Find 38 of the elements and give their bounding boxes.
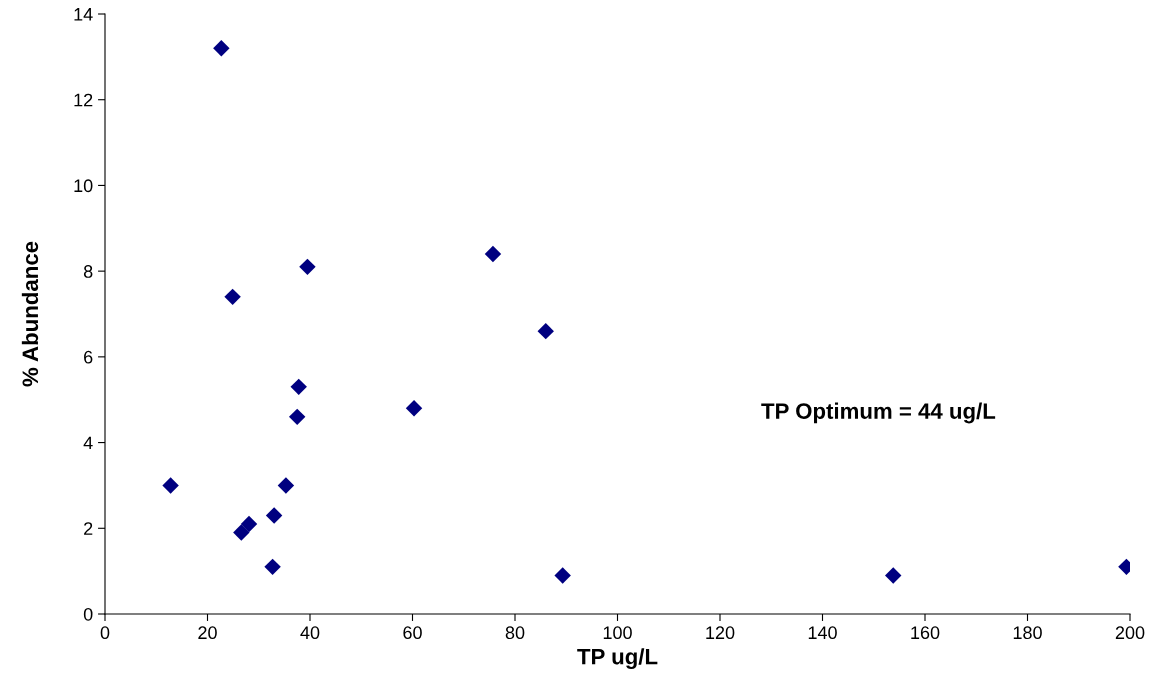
point [537,322,554,340]
y-tick-label: 14 [74,8,93,21]
x-tick-label: 160 [911,626,940,640]
point [299,258,316,276]
y-tick-label: 12 [74,93,93,107]
x-tick-label: 120 [706,626,735,640]
y-tick-label: 10 [74,179,93,193]
point [233,524,250,541]
point [290,378,307,396]
point [162,477,179,494]
point [240,515,258,533]
x-tick-label: 200 [1115,626,1145,640]
point [277,477,295,494]
point [264,558,281,576]
y-tick-label: 4 [83,436,93,450]
x-axis-title: TP ug/L [577,648,658,669]
point [224,288,241,306]
x-tick-label: 0 [100,626,110,640]
point [265,507,283,524]
x-tick-label: 100 [603,626,632,640]
y-tick-label: 2 [84,522,93,535]
x-tick-label: 140 [808,626,837,640]
x-tick-label: 20 [198,626,217,640]
point [885,567,902,584]
y-tick-label: 8 [83,265,93,278]
point [405,400,423,417]
point [484,245,502,263]
y-tick-label: 0 [83,607,93,621]
y-axis-title: % Abundance [21,241,39,387]
y-tick-label: 6 [84,350,93,364]
point [554,567,571,584]
point [213,40,230,57]
x-tick-label: 60 [403,626,422,640]
annotation: TP Optimum = 44 ug/L [761,402,996,424]
x-tick-label: 80 [505,626,525,640]
x-tick-label: 180 [1013,626,1042,640]
point [288,408,306,426]
x-tick-label: 40 [300,626,320,640]
